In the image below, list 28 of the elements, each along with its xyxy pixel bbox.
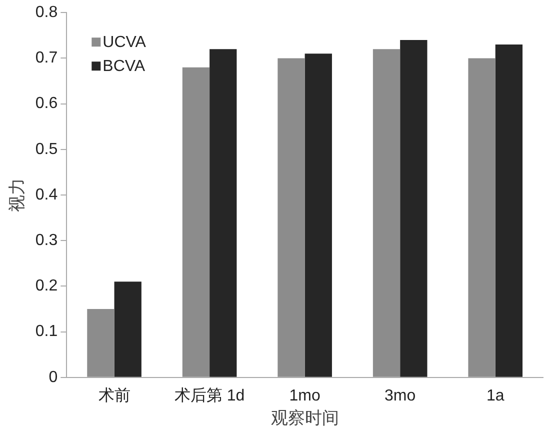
y-tick-label: 0.7 [35,50,58,67]
x-tick-label: 1mo [289,387,320,404]
bar [278,58,305,377]
bar [114,282,142,377]
bar [400,40,428,377]
x-tick-label: 术后第 1d [174,386,245,404]
y-tick-label: 0.3 [35,232,58,250]
y-tick-label: 0.2 [35,278,58,295]
bar [182,67,210,377]
y-tick-label: 0.4 [35,186,58,204]
legend-label: BCVA [102,58,146,76]
bar [372,49,400,377]
y-axis-title: 视力 [8,178,27,212]
legend-label: UCVA [102,34,146,52]
y-tick-label: 0.1 [35,323,58,340]
bar [468,58,496,377]
bar [304,54,332,377]
bar [495,44,523,377]
y-tick-label: 0.5 [35,140,58,158]
bar [210,49,237,377]
x-tick-label: 3mo [384,387,416,404]
bar [87,309,114,377]
x-tick-label: 1a [486,387,504,404]
x-tick-label: 术前 [98,386,130,404]
y-tick-label: 0.6 [35,95,58,112]
y-tick-label: 0.8 [35,4,58,22]
y-tick-label: 0 [48,368,58,386]
x-axis-title: 观察时间 [270,408,339,428]
